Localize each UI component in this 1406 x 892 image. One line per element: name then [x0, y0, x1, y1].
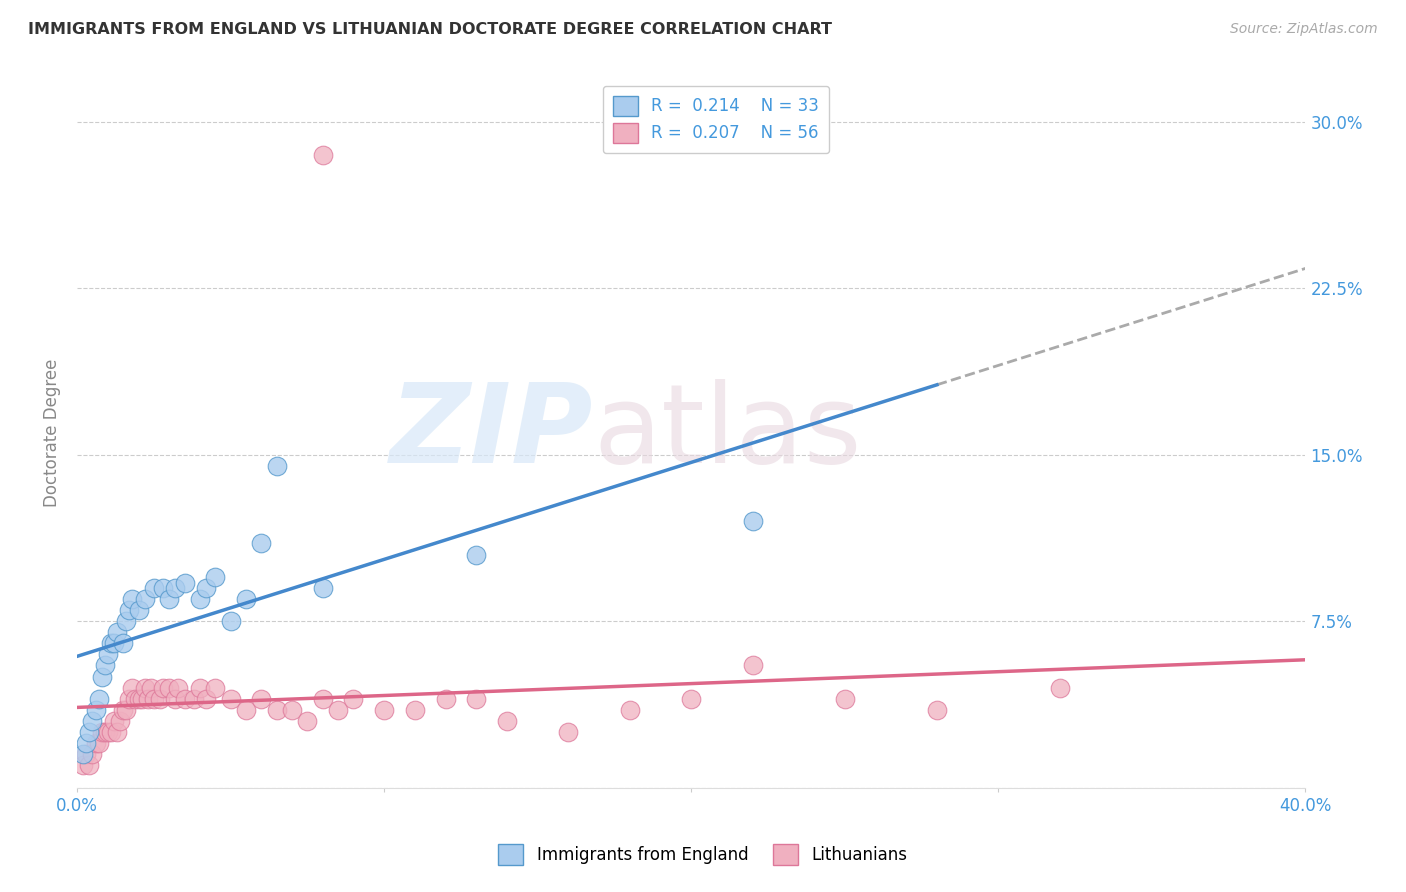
Point	[496, 714, 519, 728]
Point	[312, 148, 335, 162]
Point	[681, 691, 703, 706]
Point	[152, 581, 174, 595]
Point	[75, 736, 97, 750]
Point	[128, 691, 150, 706]
Point	[112, 636, 135, 650]
Y-axis label: Doctorate Degree: Doctorate Degree	[44, 359, 60, 507]
Point	[75, 747, 97, 762]
Text: ZIP: ZIP	[389, 379, 593, 486]
Text: atlas: atlas	[593, 379, 862, 486]
Point	[82, 714, 104, 728]
Point	[557, 725, 579, 739]
Point	[84, 703, 107, 717]
Point	[100, 636, 122, 650]
Point	[134, 681, 156, 695]
Point	[266, 703, 288, 717]
Point	[157, 591, 180, 606]
Point	[149, 691, 172, 706]
Point	[105, 625, 128, 640]
Point	[82, 747, 104, 762]
Point	[118, 603, 141, 617]
Point	[250, 536, 273, 550]
Point	[152, 681, 174, 695]
Point	[128, 603, 150, 617]
Point	[1049, 681, 1071, 695]
Point	[84, 736, 107, 750]
Point	[108, 714, 131, 728]
Point	[142, 691, 165, 706]
Point	[72, 758, 94, 772]
Point	[167, 681, 190, 695]
Point	[925, 703, 948, 717]
Point	[157, 681, 180, 695]
Point	[297, 714, 319, 728]
Point	[741, 514, 763, 528]
Legend: R =  0.214    N = 33, R =  0.207    N = 56: R = 0.214 N = 33, R = 0.207 N = 56	[603, 86, 830, 153]
Point	[195, 581, 218, 595]
Point	[173, 691, 195, 706]
Point	[93, 725, 115, 739]
Point	[235, 703, 257, 717]
Point	[79, 725, 101, 739]
Point	[434, 691, 457, 706]
Point	[619, 703, 641, 717]
Point	[266, 458, 288, 473]
Point	[118, 691, 141, 706]
Point	[204, 570, 226, 584]
Point	[105, 725, 128, 739]
Point	[834, 691, 856, 706]
Point	[173, 576, 195, 591]
Point	[115, 703, 138, 717]
Point	[373, 703, 395, 717]
Point	[165, 691, 187, 706]
Point	[250, 691, 273, 706]
Point	[100, 725, 122, 739]
Point	[131, 691, 153, 706]
Point	[195, 691, 218, 706]
Point	[79, 758, 101, 772]
Point	[465, 548, 488, 562]
Point	[139, 681, 162, 695]
Point	[281, 703, 304, 717]
Point	[312, 581, 335, 595]
Point	[326, 703, 349, 717]
Point	[87, 736, 110, 750]
Text: IMMIGRANTS FROM ENGLAND VS LITHUANIAN DOCTORATE DEGREE CORRELATION CHART: IMMIGRANTS FROM ENGLAND VS LITHUANIAN DO…	[28, 22, 832, 37]
Point	[103, 636, 125, 650]
Point	[165, 581, 187, 595]
Point	[90, 725, 112, 739]
Point	[112, 703, 135, 717]
Point	[90, 669, 112, 683]
Point	[103, 714, 125, 728]
Point	[115, 614, 138, 628]
Point	[142, 581, 165, 595]
Point	[87, 691, 110, 706]
Point	[72, 747, 94, 762]
Point	[188, 681, 211, 695]
Point	[204, 681, 226, 695]
Point	[97, 725, 120, 739]
Point	[404, 703, 426, 717]
Point	[235, 591, 257, 606]
Point	[124, 691, 146, 706]
Point	[312, 691, 335, 706]
Point	[465, 691, 488, 706]
Text: Source: ZipAtlas.com: Source: ZipAtlas.com	[1230, 22, 1378, 37]
Point	[183, 691, 205, 706]
Point	[219, 614, 242, 628]
Legend: Immigrants from England, Lithuanians: Immigrants from England, Lithuanians	[488, 834, 918, 875]
Point	[741, 658, 763, 673]
Point	[219, 691, 242, 706]
Point	[188, 591, 211, 606]
Point	[121, 681, 143, 695]
Point	[97, 648, 120, 662]
Point	[342, 691, 364, 706]
Point	[134, 591, 156, 606]
Point	[121, 591, 143, 606]
Point	[136, 691, 159, 706]
Point	[93, 658, 115, 673]
